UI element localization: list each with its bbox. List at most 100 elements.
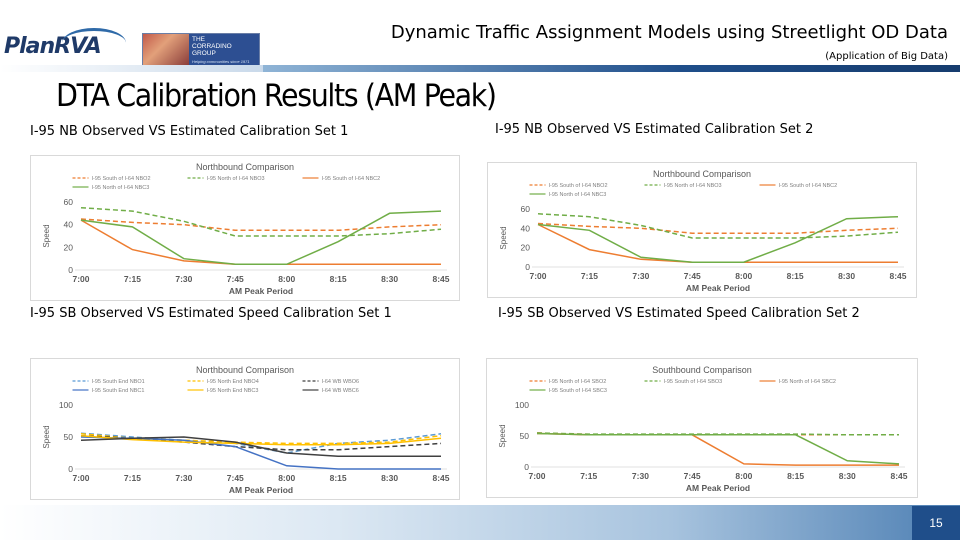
chart-sb-set2: Southbound Comparison I-95 North of I-64 … (486, 358, 918, 498)
series-line (80, 206, 442, 237)
y-tick-label: 20 (64, 242, 74, 252)
x-tick-label: 8:15 (330, 274, 347, 284)
y-tick-label: 0 (524, 462, 529, 472)
series-line (536, 432, 900, 465)
chart-sb-set1-svg: Northbound Comparison I-95 South End NBO1… (42, 365, 450, 495)
chart-sb-set2-svg: Southbound Comparison I-95 North of I-64 … (498, 365, 908, 493)
header-title: Dynamic Traffic Assignment Models using … (390, 22, 948, 43)
series-line (80, 434, 442, 446)
x-axis-label: AM Peak Period (229, 485, 293, 495)
corradino-logo: THE CORRADINO GROUP Helping communities … (142, 33, 260, 66)
x-tick-label: 8:45 (432, 473, 449, 483)
y-tick-label: 40 (64, 220, 74, 230)
legend-label: I-95 North of I-64 SBO2 (549, 379, 607, 385)
header-band (263, 65, 960, 72)
x-tick-label: 8:00 (735, 271, 752, 281)
series-line (537, 213, 899, 239)
legend-label: I-95 North of I-64 NBO3 (207, 176, 265, 182)
planrva-swoosh-icon (62, 28, 126, 58)
panel-label-sb-set1: I-95 SB Observed VS Estimated Speed Cali… (30, 306, 392, 321)
x-tick-label: 8:15 (787, 471, 804, 481)
corradino-logo-line2: CORRADINO GROUP (192, 43, 232, 57)
panel-label-sb-set2: I-95 SB Observed VS Estimated Speed Cali… (498, 306, 860, 321)
slide-title: DTA Calibration Results (AM Peak) (56, 78, 497, 114)
x-tick-label: 8:15 (330, 473, 347, 483)
series-line (536, 432, 899, 466)
x-tick-label: 7:00 (528, 471, 545, 481)
x-tick-label: 7:00 (72, 473, 89, 483)
x-tick-label: 8:30 (838, 271, 855, 281)
chart-nb-set1: Northbound Comparison I-95 South of I-64 … (30, 155, 460, 301)
panel-label-nb-set2: I-95 NB Observed VS Estimated Calibratio… (495, 122, 814, 137)
x-tick-label: 8:45 (432, 274, 449, 284)
y-tick-label: 60 (521, 204, 531, 214)
chart-nb-set1-svg: Northbound Comparison I-95 South of I-64 … (42, 162, 450, 296)
series-line (80, 210, 442, 266)
series-line (80, 218, 442, 232)
series-line (80, 436, 441, 457)
legend-label: I-95 South of I-64 NBC2 (322, 176, 381, 182)
x-tick-label: 7:15 (580, 471, 597, 481)
chart-title: Southbound Comparison (652, 365, 752, 375)
x-tick-label: 7:00 (72, 274, 89, 284)
x-tick-label: 8:30 (381, 274, 398, 284)
chart-nb-set2: Northbound Comparison I-95 South of I-64 … (487, 162, 917, 298)
x-tick-label: 8:30 (839, 471, 856, 481)
panel-label-nb-set1: I-95 NB Observed VS Estimated Calibratio… (30, 124, 349, 139)
legend-label: I-95 North of I-64 NBC3 (92, 185, 150, 191)
x-tick-label: 7:00 (529, 271, 546, 281)
legend-label: I-95 South of I-64 NBO2 (92, 176, 151, 182)
legend-label: I-95 North of I-64 SBC2 (779, 379, 836, 385)
x-tick-label: 7:30 (632, 271, 649, 281)
x-axis-label: AM Peak Period (686, 483, 750, 493)
y-tick-label: 50 (64, 432, 74, 442)
y-tick-label: 0 (68, 464, 73, 474)
legend-label: I-95 North of I-64 NBC3 (549, 192, 607, 198)
chart-title: Northbound Comparison (653, 169, 751, 179)
x-tick-label: 7:15 (124, 274, 141, 284)
x-tick-label: 7:30 (632, 471, 649, 481)
y-tick-label: 20 (521, 243, 531, 253)
chart-sb-set1: Northbound Comparison I-95 South End NBO1… (30, 358, 460, 500)
y-axis-label: Speed (42, 224, 51, 247)
y-axis-label: Speed (499, 226, 508, 249)
legend-label: I-95 South of I-64 NBO2 (549, 183, 608, 189)
slide-number: 15 (912, 506, 960, 540)
legend-label: I-95 South of I-64 SBO3 (664, 379, 723, 385)
x-tick-label: 8:30 (381, 473, 398, 483)
legend-label: I-95 South End NBC1 (92, 388, 145, 394)
y-tick-label: 0 (68, 265, 73, 275)
x-tick-label: 7:30 (175, 274, 192, 284)
y-axis-label: Speed (498, 424, 507, 447)
x-axis-label: AM Peak Period (686, 283, 750, 293)
y-tick-label: 50 (520, 431, 530, 441)
legend-label: I-64 WB WBC6 (322, 388, 359, 394)
x-axis-label: AM Peak Period (229, 286, 293, 296)
x-tick-label: 8:15 (787, 271, 804, 281)
planrva-logo: PlanRVA (4, 28, 126, 59)
footer-band (0, 505, 960, 540)
x-tick-label: 7:45 (684, 471, 701, 481)
legend-label: I-95 North End NBO4 (207, 379, 259, 385)
x-tick-label: 7:15 (124, 473, 141, 483)
y-axis-label: Speed (42, 425, 51, 448)
legend-label: I-95 South of I-64 NBC2 (779, 183, 838, 189)
chart-nb-set2-svg: Northbound Comparison I-95 South of I-64 … (499, 169, 907, 293)
corradino-logo-photo (143, 34, 189, 65)
header-subtitle: (Application of Big Data) (825, 51, 948, 62)
y-tick-label: 0 (525, 262, 530, 272)
x-tick-label: 7:30 (175, 473, 192, 483)
series-line (537, 222, 899, 234)
legend-label: I-95 South of I-64 SBC3 (549, 388, 607, 394)
slide-header: PlanRVA THE CORRADINO GROUP Helping comm… (0, 0, 960, 72)
legend-label: I-95 South End NBO1 (92, 379, 145, 385)
x-tick-label: 7:45 (684, 271, 701, 281)
series-line (537, 215, 899, 263)
x-tick-label: 7:45 (227, 473, 244, 483)
x-tick-label: 8:00 (735, 471, 752, 481)
y-tick-label: 100 (59, 400, 73, 410)
corradino-logo-tagline: Helping communities since 1971 (192, 59, 250, 64)
y-tick-label: 100 (515, 400, 529, 410)
x-tick-label: 8:45 (890, 471, 907, 481)
legend-label: I-95 North End NBC3 (207, 388, 259, 394)
